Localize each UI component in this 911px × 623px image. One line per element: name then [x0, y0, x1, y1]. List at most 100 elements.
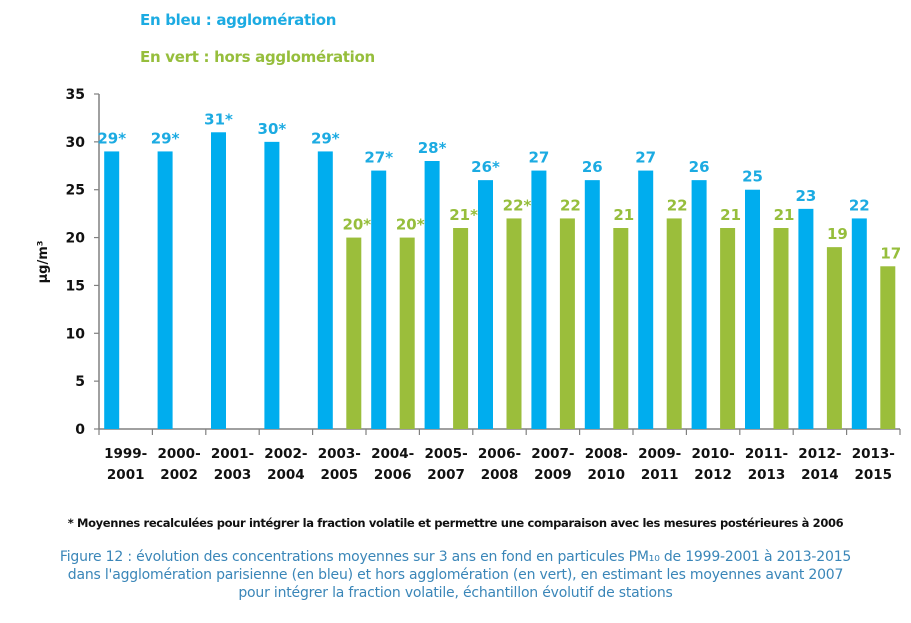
bar-hors-agglomeration	[559, 218, 575, 429]
footnote: * Moyennes recalculées pour intégrer la …	[67, 516, 844, 530]
bar-agglomeration	[851, 218, 867, 429]
y-tick-label: 15	[66, 278, 85, 294]
bar-agglomeration	[211, 132, 226, 430]
bar-agglomeration	[424, 161, 440, 429]
x-tick-label: 2006-	[478, 446, 521, 462]
x-tick-label: 2009	[534, 467, 572, 483]
caption-line-1: Figure 12 : évolution des concentrations…	[59, 549, 852, 565]
data-label-hors-agglomeration: 22	[560, 196, 581, 214]
x-tick-label: 2004	[267, 467, 305, 483]
value-labels: 29* 29* 31* 30* 29* 20* 27* 20* 28* 21* 26* 22* 27 22…	[97, 110, 901, 262]
x-tick-label: 2007-	[531, 446, 574, 462]
legend-hors-agglomeration: En vert : hors agglomération	[140, 48, 375, 66]
data-label-agglomeration: 29*	[97, 129, 126, 147]
x-tick-label: 2003-	[318, 446, 361, 462]
y-tick-label: 0	[75, 422, 85, 438]
x-tick-label: 2008	[481, 467, 519, 483]
y-tick-label: 35	[66, 87, 85, 103]
data-label-hors-agglomeration: 20*	[396, 216, 425, 234]
bar-agglomeration	[264, 141, 280, 429]
bar-agglomeration	[478, 180, 493, 429]
bar-hors-agglomeration	[506, 218, 522, 429]
data-label-hors-agglomeration: 21	[774, 206, 795, 224]
x-tick-label: 2002-	[264, 446, 307, 462]
bar-hors-agglomeration	[399, 237, 415, 429]
x-tick-label: 2013	[748, 467, 786, 483]
bar-agglomeration	[638, 170, 654, 430]
caption-line-2: dans l'agglomération parisienne (en bleu…	[67, 567, 844, 583]
data-label-agglomeration: 28*	[418, 139, 447, 157]
y-tick-label: 30	[66, 135, 86, 151]
bar-agglomeration	[317, 151, 333, 429]
data-label-agglomeration: 27*	[364, 149, 393, 167]
bar-hors-agglomeration	[453, 228, 469, 429]
bar-agglomeration	[745, 189, 760, 429]
bar-hors-agglomeration	[773, 228, 789, 429]
x-tick-label: 2015	[855, 467, 893, 483]
data-label-hors-agglomeration: 22	[667, 196, 688, 214]
bar-hors-agglomeration	[613, 228, 629, 429]
data-label-hors-agglomeration: 21	[613, 206, 634, 224]
data-label-hors-agglomeration: 21*	[449, 206, 478, 224]
bar-hors-agglomeration	[826, 247, 842, 429]
figure-caption: Figure 12 : évolution des concentrations…	[0, 548, 911, 602]
bar-agglomeration	[584, 180, 600, 429]
bar-agglomeration	[104, 151, 120, 429]
x-tick-label: 2002	[160, 467, 198, 483]
data-label-agglomeration: 29*	[311, 129, 340, 147]
x-tick-label: 2014	[801, 467, 839, 483]
x-tick-label: 2013-	[852, 446, 895, 462]
x-tick-label: 2010-	[692, 446, 735, 462]
x-tick-label: 2008-	[585, 446, 628, 462]
data-label-hors-agglomeration: 17	[880, 244, 901, 262]
caption-line-3: pour intégrer la fraction volatile, écha…	[238, 585, 673, 601]
bar-hors-agglomeration	[880, 266, 896, 429]
data-label-agglomeration: 29*	[151, 129, 180, 147]
y-tick-label: 10	[66, 326, 86, 342]
data-label-agglomeration: 26	[689, 158, 710, 176]
data-label-agglomeration: 26*	[471, 158, 500, 176]
legend-agglomeration: En bleu : agglomération	[140, 11, 337, 29]
bar-chart: 0 5 10 15 20 25 30 35 1999- 2001 2000- 2002 2001- 20…	[36, 87, 901, 483]
x-tick-label: 2003	[214, 467, 252, 483]
bar-agglomeration	[531, 170, 547, 430]
x-tick-label: 2009-	[638, 446, 681, 462]
x-tick-label: 2001-	[211, 446, 254, 462]
x-tick-label: 2011-	[745, 446, 788, 462]
bar-agglomeration	[371, 170, 387, 430]
data-label-agglomeration: 27	[635, 149, 656, 167]
x-tick-label: 2007	[427, 467, 465, 483]
y-tick-label: 5	[75, 374, 85, 390]
bar-hors-agglomeration	[346, 237, 362, 429]
x-tick-label: 2012-	[798, 446, 841, 462]
data-label-hors-agglomeration: 20*	[342, 216, 371, 234]
data-label-hors-agglomeration: 22*	[503, 196, 532, 214]
x-tick-label: 2005-	[425, 446, 468, 462]
bar-hors-agglomeration	[666, 218, 682, 429]
x-tick-label: 2012	[694, 467, 732, 483]
data-label-agglomeration: 26	[582, 158, 603, 176]
x-tick-label: 2011	[641, 467, 679, 483]
bar-agglomeration	[157, 151, 173, 429]
bar-agglomeration	[798, 208, 814, 429]
x-tick-label: 2005	[321, 467, 359, 483]
y-tick-label: 20	[66, 231, 86, 247]
x-tick-label: 2004-	[371, 446, 414, 462]
x-tick-label: 1999-	[104, 446, 147, 462]
x-tick-label: 2006	[374, 467, 412, 483]
data-label-agglomeration: 22	[849, 196, 870, 214]
y-axis: 0 5 10 15 20 25 30 35	[66, 87, 100, 438]
data-label-agglomeration: 23	[795, 187, 816, 205]
x-tick-label: 2000-	[158, 446, 201, 462]
x-tick-label: 2010	[588, 467, 626, 483]
bar-agglomeration	[691, 180, 707, 429]
data-label-agglomeration: 27	[528, 149, 549, 167]
y-tick-label: 25	[66, 183, 85, 199]
bar-hors-agglomeration	[720, 228, 736, 429]
data-label-agglomeration: 31*	[204, 110, 233, 128]
data-label-hors-agglomeration: 21	[720, 206, 741, 224]
data-label-agglomeration: 30*	[258, 120, 287, 138]
x-axis: 1999- 2001 2000- 2002 2001- 2003 2002- 2004 2003…	[98, 428, 901, 483]
data-label-hors-agglomeration: 19	[827, 225, 848, 243]
y-axis-label: µg/m³	[36, 241, 51, 284]
